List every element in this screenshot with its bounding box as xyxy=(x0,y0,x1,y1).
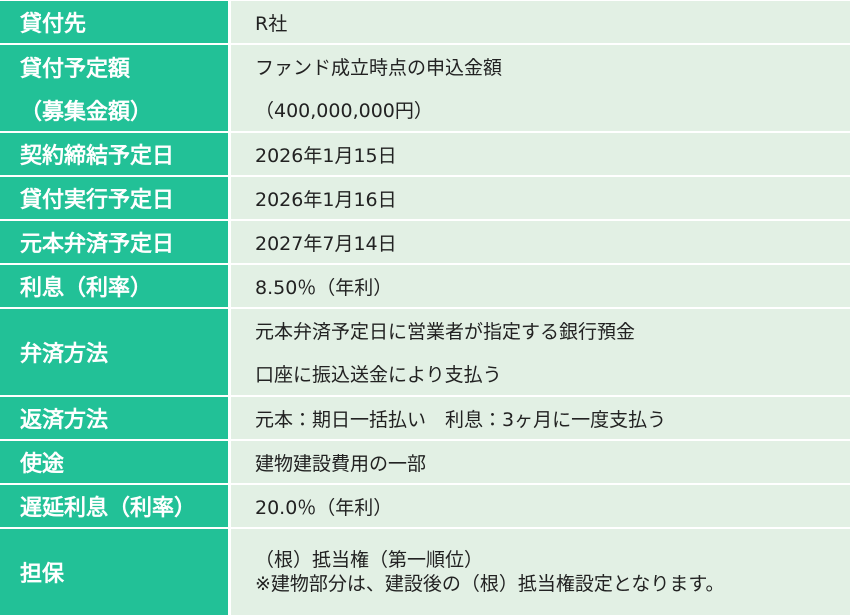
label-text: 使途 xyxy=(20,452,65,477)
table-row: 使途 建物建設費用の一部 xyxy=(0,441,850,483)
row-label: 契約締結予定日 xyxy=(0,133,228,175)
value-text: 20.0％（年利） xyxy=(255,496,393,519)
value-text: 8.50％（年利） xyxy=(255,276,393,299)
value-text: 口座に振込送金により支払う xyxy=(255,364,502,386)
table-row: 弁済方法 元本弁済予定日に営業者が指定する銀行預金 口座に振込送金により支払う xyxy=(0,309,850,395)
row-value: 元本：期日一括払い 利息：3ヶ月に一度支払う xyxy=(231,397,850,439)
row-value: 8.50％（年利） xyxy=(231,265,850,307)
row-label: 遅延利息（利率） xyxy=(0,485,228,527)
row-value: 2026年1月15日 xyxy=(231,133,850,175)
value-text: （400,000,000円） xyxy=(255,100,433,122)
row-value: R社 xyxy=(231,1,850,43)
value-text: 2026年1月15日 xyxy=(255,144,397,167)
row-value: 元本弁済予定日に営業者が指定する銀行預金 口座に振込送金により支払う xyxy=(231,309,850,395)
value-text: （根）抵当権（第一順位） xyxy=(255,549,484,571)
row-value: 2026年1月16日 xyxy=(231,177,850,219)
label-text: （募集金額） xyxy=(20,99,153,125)
value-text: 建物建設費用の一部 xyxy=(255,452,427,475)
label-text: 貸付先 xyxy=(20,12,87,37)
label-text: 担保 xyxy=(20,562,65,587)
value-text: ファンド成立時点の申込金額 xyxy=(255,57,503,79)
row-label: 貸付実行予定日 xyxy=(0,177,228,219)
label-text: 利息（利率） xyxy=(20,276,153,301)
label-text: 返済方法 xyxy=(20,408,109,433)
row-label: 担保 xyxy=(0,529,228,615)
label-text: 弁済方法 xyxy=(20,342,109,367)
table-row: 遅延利息（利率） 20.0％（年利） xyxy=(0,485,850,527)
value-text: R社 xyxy=(255,12,288,35)
row-value: 建物建設費用の一部 xyxy=(231,441,850,483)
label-text: 貸付予定額 xyxy=(20,56,131,82)
row-label: 弁済方法 xyxy=(0,309,228,395)
row-label: 使途 xyxy=(0,441,228,483)
table-row: 元本弁済予定日 2027年7月14日 xyxy=(0,221,850,263)
label-text: 契約締結予定日 xyxy=(20,144,175,169)
table-row: 貸付先 R社 xyxy=(0,1,850,43)
row-label: 貸付先 xyxy=(0,1,228,43)
row-label: 貸付予定額 （募集金額） xyxy=(0,45,228,131)
value-text: 元本：期日一括払い 利息：3ヶ月に一度支払う xyxy=(255,408,667,431)
table-row: 担保 （根）抵当権（第一順位） ※建物部分は、建設後の（根）抵当権設定となります。 xyxy=(0,529,850,615)
label-text: 貸付実行予定日 xyxy=(20,188,175,213)
row-value: （根）抵当権（第一順位） ※建物部分は、建設後の（根）抵当権設定となります。 xyxy=(231,529,850,615)
value-text: 2027年7月14日 xyxy=(255,232,397,255)
table-row: 契約締結予定日 2026年1月15日 xyxy=(0,133,850,175)
row-label: 返済方法 xyxy=(0,397,228,439)
label-text: 遅延利息（利率） xyxy=(20,496,197,521)
value-text: ※建物部分は、建設後の（根）抵当権設定となります。 xyxy=(255,573,725,595)
label-text: 元本弁済予定日 xyxy=(20,232,175,257)
table-row: 利息（利率） 8.50％（年利） xyxy=(0,265,850,307)
row-value: 2027年7月14日 xyxy=(231,221,850,263)
row-value: ファンド成立時点の申込金額 （400,000,000円） xyxy=(231,45,850,131)
table-row: 貸付実行予定日 2026年1月16日 xyxy=(0,177,850,219)
row-value: 20.0％（年利） xyxy=(231,485,850,527)
row-label: 利息（利率） xyxy=(0,265,228,307)
table-row: 貸付予定額 （募集金額） ファンド成立時点の申込金額 （400,000,000円） xyxy=(0,45,850,131)
value-text: 元本弁済予定日に営業者が指定する銀行預金 xyxy=(255,321,636,343)
row-label: 元本弁済予定日 xyxy=(0,221,228,263)
table-row: 返済方法 元本：期日一括払い 利息：3ヶ月に一度支払う xyxy=(0,397,850,439)
value-text: 2026年1月16日 xyxy=(255,188,397,211)
